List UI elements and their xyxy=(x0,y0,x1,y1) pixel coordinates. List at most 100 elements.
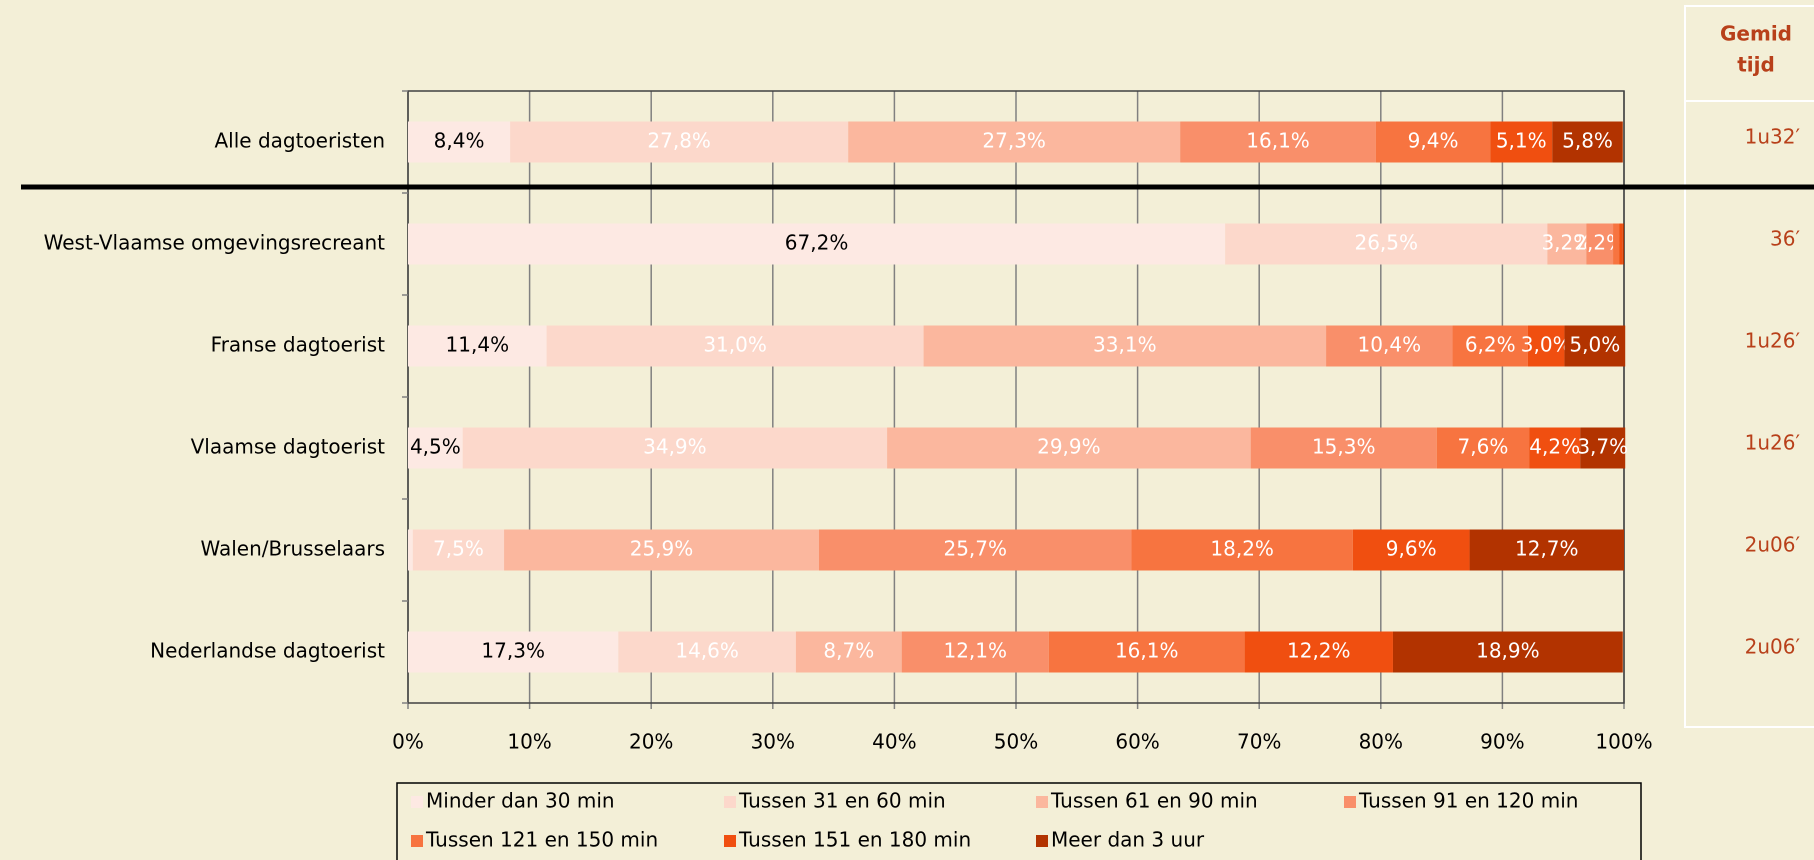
bar-segment xyxy=(1490,121,1553,163)
data-label: 31,0% xyxy=(703,333,767,357)
bar-segment xyxy=(618,631,796,673)
x-tick-label: 30% xyxy=(751,730,795,754)
x-tick-label: 80% xyxy=(1359,730,1403,754)
bar-segment xyxy=(901,631,1049,673)
x-tick-label: 20% xyxy=(629,730,673,754)
y-tick-label: Franse dagtoerist xyxy=(211,333,386,357)
side-panel-header: Gemid xyxy=(1720,22,1792,46)
side-panel-header: tijd xyxy=(1737,53,1775,77)
data-label: 26,5% xyxy=(1354,231,1418,255)
data-label: 12,1% xyxy=(943,639,1007,663)
bar-segment xyxy=(1244,631,1393,673)
bar-segment xyxy=(1326,325,1453,367)
legend-label: Tussen 121 en 150 min xyxy=(425,828,658,852)
bar-segment xyxy=(887,427,1251,469)
x-tick-label: 100% xyxy=(1595,730,1652,754)
data-label: 11,4% xyxy=(446,333,510,357)
data-label: 27,3% xyxy=(982,129,1046,153)
bar-segment xyxy=(1225,223,1548,265)
bar-segment xyxy=(1048,631,1245,673)
bar-segment xyxy=(795,631,902,673)
data-label: 25,7% xyxy=(943,537,1007,561)
bar-segment xyxy=(1352,529,1470,571)
legend-swatch xyxy=(411,835,423,847)
bar-segment xyxy=(1580,427,1626,469)
side-panel-value: 1u32′ xyxy=(1745,125,1801,149)
bar-segment xyxy=(819,529,1132,571)
side-panel-value: 1u26′ xyxy=(1745,329,1801,353)
x-tick-label: 50% xyxy=(994,730,1038,754)
side-panel-value: 2u06′ xyxy=(1745,533,1801,557)
x-tick-label: 90% xyxy=(1480,730,1524,754)
data-label: 3,7% xyxy=(1577,435,1628,459)
bar-segment xyxy=(1452,325,1528,367)
data-label: 8,7% xyxy=(823,639,874,663)
bar-segment xyxy=(462,427,888,469)
legend-label: Tussen 151 en 180 min xyxy=(738,828,971,852)
bar-segment xyxy=(1131,529,1353,571)
bar-segment xyxy=(1529,427,1581,469)
bar-segment xyxy=(1586,223,1614,265)
data-label: 34,9% xyxy=(643,435,707,459)
data-label: 5,1% xyxy=(1496,129,1547,153)
x-tick-label: 10% xyxy=(507,730,551,754)
bar-segment xyxy=(1619,223,1623,265)
legend-label: Tussen 61 en 90 min xyxy=(1050,789,1258,813)
data-label: 12,7% xyxy=(1515,537,1579,561)
data-label: 25,9% xyxy=(630,537,694,561)
x-tick-label: 0% xyxy=(392,730,424,754)
x-tick-label: 60% xyxy=(1115,730,1159,754)
data-label: 5,8% xyxy=(1562,129,1613,153)
data-label: 8,4% xyxy=(434,129,485,153)
legend-label: Meer dan 3 uur xyxy=(1051,828,1205,852)
bar-segment xyxy=(1392,631,1623,673)
data-label: 67,2% xyxy=(785,231,849,255)
data-label: 16,1% xyxy=(1246,129,1310,153)
data-label: 15,3% xyxy=(1312,435,1376,459)
data-label: 27,8% xyxy=(647,129,711,153)
bar-segment xyxy=(546,325,924,367)
bar-segment xyxy=(1613,223,1620,265)
bar-segment xyxy=(408,427,463,469)
legend-label: Tussen 91 en 120 min xyxy=(1358,789,1578,813)
side-panel-value: 2u06′ xyxy=(1745,635,1801,659)
y-tick-label: Walen/Brusselaars xyxy=(200,537,385,561)
y-tick-label: Alle dagtoeristen xyxy=(214,129,385,153)
bar-segment xyxy=(1469,529,1624,571)
bar-segment xyxy=(1527,325,1565,367)
bar-segment xyxy=(504,529,820,571)
bar-segment xyxy=(408,529,413,571)
legend-swatch xyxy=(1344,796,1356,808)
bar-segment xyxy=(408,121,511,163)
side-panel-value: 1u26′ xyxy=(1745,431,1801,455)
bar-segment xyxy=(412,529,505,571)
bar-segment xyxy=(408,223,1226,265)
data-label: 6,2% xyxy=(1465,333,1516,357)
bar-segment xyxy=(408,631,619,673)
bar-segment xyxy=(1375,121,1491,163)
y-tick-label: Vlaamse dagtoerist xyxy=(191,435,386,459)
data-label: 16,1% xyxy=(1115,639,1179,663)
data-label: 18,2% xyxy=(1210,537,1274,561)
legend-swatch xyxy=(724,835,736,847)
bar-segment xyxy=(1552,121,1623,163)
legend-swatch xyxy=(1036,835,1048,847)
data-label: 14,6% xyxy=(675,639,739,663)
data-label: 9,6% xyxy=(1386,537,1437,561)
side-panel-value: 36′ xyxy=(1770,227,1800,251)
data-label: 29,9% xyxy=(1037,435,1101,459)
data-label: 17,3% xyxy=(481,639,545,663)
data-label: 4,5% xyxy=(410,435,461,459)
x-tick-label: 70% xyxy=(1237,730,1281,754)
data-label: 3,0% xyxy=(1521,333,1572,357)
data-label: 10,4% xyxy=(1358,333,1422,357)
bar-segment xyxy=(1564,325,1626,367)
legend-frame xyxy=(396,782,1642,860)
bar-segment xyxy=(1547,223,1587,265)
data-label: 18,9% xyxy=(1476,639,1540,663)
side-panel xyxy=(1684,5,1814,728)
legend-swatch xyxy=(724,796,736,808)
bar-segment xyxy=(923,325,1327,367)
